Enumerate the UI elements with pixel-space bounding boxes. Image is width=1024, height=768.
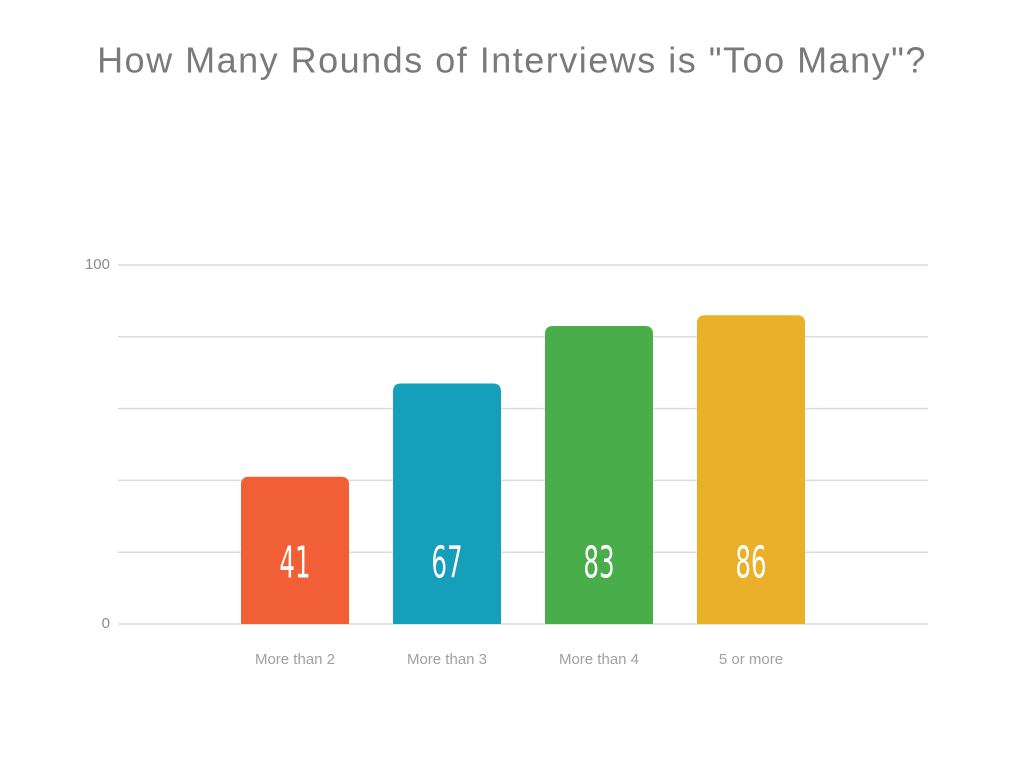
y-tick-label: 100 xyxy=(85,256,110,273)
bar xyxy=(697,315,805,624)
bar xyxy=(545,326,653,624)
bar xyxy=(393,383,501,624)
x-tick-label: 5 or more xyxy=(719,651,783,668)
bar xyxy=(241,476,349,624)
x-tick-label: More than 4 xyxy=(559,651,639,668)
x-tick-label: More than 2 xyxy=(255,651,335,668)
value-label: 41 xyxy=(279,537,310,589)
value-label: 86 xyxy=(735,537,766,589)
x-tick-label: More than 3 xyxy=(407,651,487,668)
value-label: 83 xyxy=(583,537,614,589)
value-label: 67 xyxy=(431,537,462,589)
y-tick-label: 0 xyxy=(102,615,110,632)
chart-title: How Many Rounds of Interviews is "Too Ma… xyxy=(97,40,927,81)
